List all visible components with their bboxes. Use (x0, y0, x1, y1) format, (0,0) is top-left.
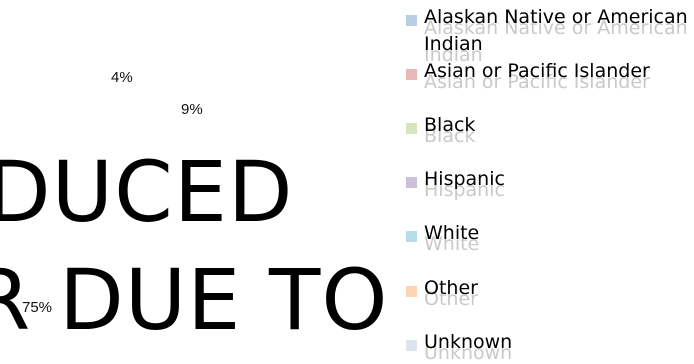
legend-item-other: Other Other (406, 277, 694, 310)
legend-label-shadow: Alaskan Native or American (424, 17, 688, 39)
legend-label-shadow: Asian or Pacific Islander (424, 71, 650, 93)
legend-label: Hispanic (424, 168, 505, 190)
legend-label-shadow: Hispanic (424, 179, 505, 201)
legend-item-asian-or-pacific-islander: Asian or Pacific Islander Asian or Pacif… (406, 60, 694, 93)
legend-swatch (406, 15, 417, 26)
watermark-line-1: DUCED (0, 143, 294, 241)
legend-label: Alaskan Native or American (424, 6, 688, 28)
legend-item-white: White White (406, 222, 694, 255)
legend-item-black: Black Black (406, 114, 694, 147)
legend-swatch (406, 286, 417, 297)
legend-label-shadow: Other (424, 288, 478, 310)
data-label-other: 9% (181, 101, 203, 118)
watermark-line-2: R DUE TO (0, 251, 389, 349)
legend-label-shadow: Unknown (424, 342, 513, 364)
legend-swatch (406, 231, 417, 242)
legend-label: Other (424, 277, 478, 299)
legend-label: Asian or Pacific Islander (424, 60, 650, 82)
data-label-white: 75% (22, 299, 53, 316)
legend-label: Black (424, 114, 476, 136)
chart-legend: Alaskan Native or American Indian Alaska… (406, 0, 694, 364)
legend-swatch (406, 123, 417, 134)
chart-plot-area: 4% 9% DUCED R DUE TO 75% (0, 69, 389, 349)
legend-swatch (406, 69, 417, 80)
legend-label: Unknown (424, 331, 513, 353)
legend-label-shadow-line-2: Indian (424, 44, 483, 66)
legend-item-hispanic: Hispanic Hispanic (406, 168, 694, 201)
legend-label-line-2: Indian (424, 33, 483, 55)
legend-label-shadow: White (424, 233, 480, 255)
data-label-asian-or-pacific-islander: 4% (111, 69, 133, 86)
legend-swatch (406, 177, 417, 188)
legend-item-alaskan-native-or-american-indian: Alaskan Native or American Indian Alaska… (406, 6, 694, 66)
legend-label: White (424, 222, 480, 244)
legend-swatch (406, 340, 417, 351)
legend-label-shadow: Black (424, 125, 476, 147)
legend-item-unknown: Unknown Unknown (406, 331, 694, 364)
